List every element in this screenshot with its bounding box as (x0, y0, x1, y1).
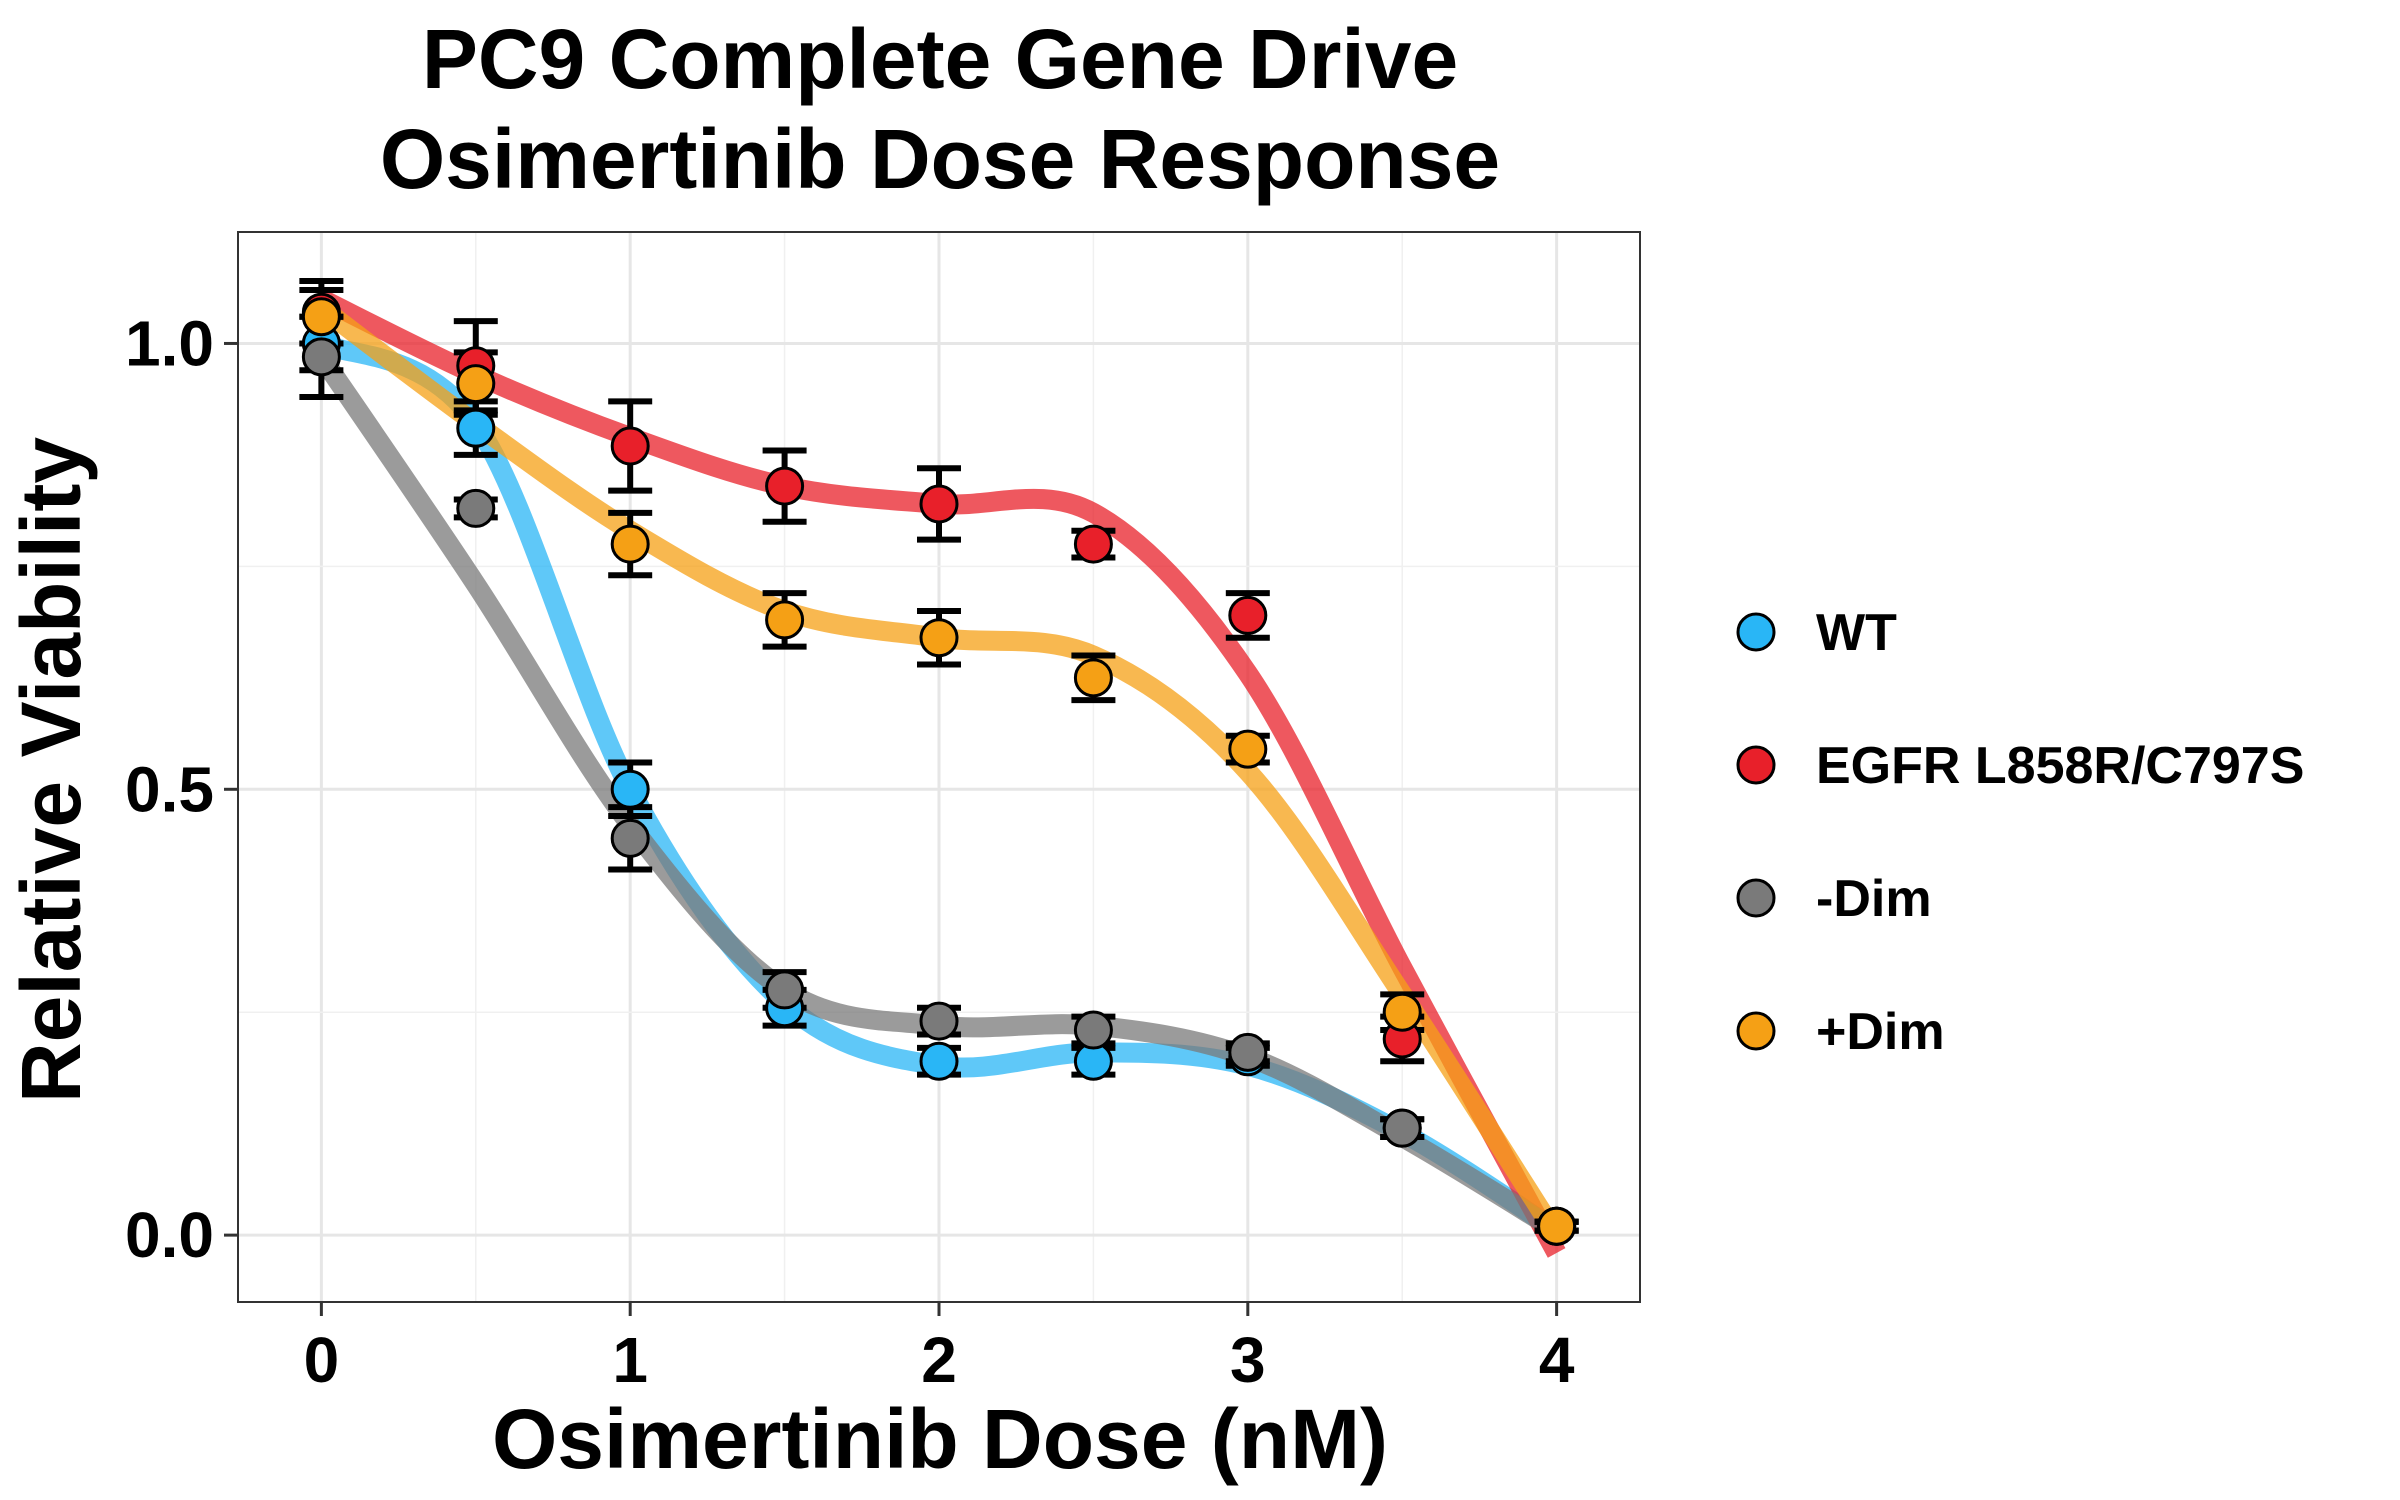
point-series-1 (765, 466, 805, 506)
legend-key (1736, 878, 1776, 918)
legend-label: EGFR L858R/C797S (1816, 737, 2304, 795)
point-series-1 (919, 484, 959, 524)
point-series-2 (610, 818, 650, 858)
legend-key (1736, 745, 1776, 785)
point-series-3 (1537, 1206, 1577, 1246)
y-tick-label: 0.0 (125, 1199, 214, 1271)
x-tick-label: 0 (304, 1324, 340, 1396)
legend-key (1736, 1011, 1776, 1051)
legend-item-3: +Dim (1736, 1003, 1945, 1061)
axis-ticks: 0 1 2 3 4 0.0 0.5 1.0 (125, 307, 1575, 1396)
point-series-3 (1073, 658, 1113, 698)
x-tick-label: 1 (612, 1324, 648, 1396)
point-series-2 (1382, 1108, 1422, 1148)
x-tick-label: 3 (1230, 1324, 1266, 1396)
point-series-2 (456, 488, 496, 528)
chart-title-line-2: Osimertinib Dose Response (380, 112, 1500, 206)
y-axis-title: Relative Viability (4, 437, 98, 1103)
y-tick-label: 1.0 (125, 307, 214, 379)
point-series-1 (1073, 524, 1113, 564)
point-series-2 (1228, 1032, 1268, 1072)
fit-curves (313, 289, 1566, 1258)
legend-item-2: -Dim (1736, 870, 1932, 928)
fit-curve-series-1 (316, 289, 1566, 1258)
legend-item-1: EGFR L858R/C797S (1736, 737, 2304, 795)
legend-label: -Dim (1816, 870, 1932, 928)
fit-curve-series-3 (315, 299, 1566, 1241)
grid (238, 232, 1640, 1302)
point-series-3 (456, 364, 496, 404)
data-points (301, 292, 1577, 1246)
point-series-2 (301, 337, 341, 377)
fit-curve-series-2 (313, 351, 1562, 1240)
point-series-1 (610, 426, 650, 466)
legend-item-0: WT (1736, 604, 1897, 662)
legend-label: WT (1816, 604, 1897, 662)
x-tick-label: 4 (1539, 1324, 1575, 1396)
x-axis-title: Osimertinib Dose (nM) (492, 1392, 1388, 1486)
legend: WT EGFR L858R/C797S -Dim +Dim (1736, 604, 2304, 1061)
point-series-3 (919, 618, 959, 658)
point-series-0 (919, 1041, 959, 1081)
legend-key (1736, 612, 1776, 652)
point-series-3 (765, 600, 805, 640)
point-series-2 (919, 1001, 959, 1041)
point-series-3 (610, 524, 650, 564)
point-series-1 (1228, 595, 1268, 635)
point-series-0 (456, 408, 496, 448)
point-series-3 (1228, 729, 1268, 769)
point-series-2 (765, 970, 805, 1010)
point-series-3 (1382, 992, 1422, 1032)
y-tick-label: 0.5 (125, 753, 214, 825)
x-tick-label: 2 (921, 1324, 957, 1396)
point-series-3 (301, 297, 341, 337)
legend-label: +Dim (1816, 1003, 1945, 1061)
point-series-2 (1073, 1010, 1113, 1050)
chart-title-line-1: PC9 Complete Gene Drive (422, 12, 1458, 106)
point-series-0 (610, 769, 650, 809)
